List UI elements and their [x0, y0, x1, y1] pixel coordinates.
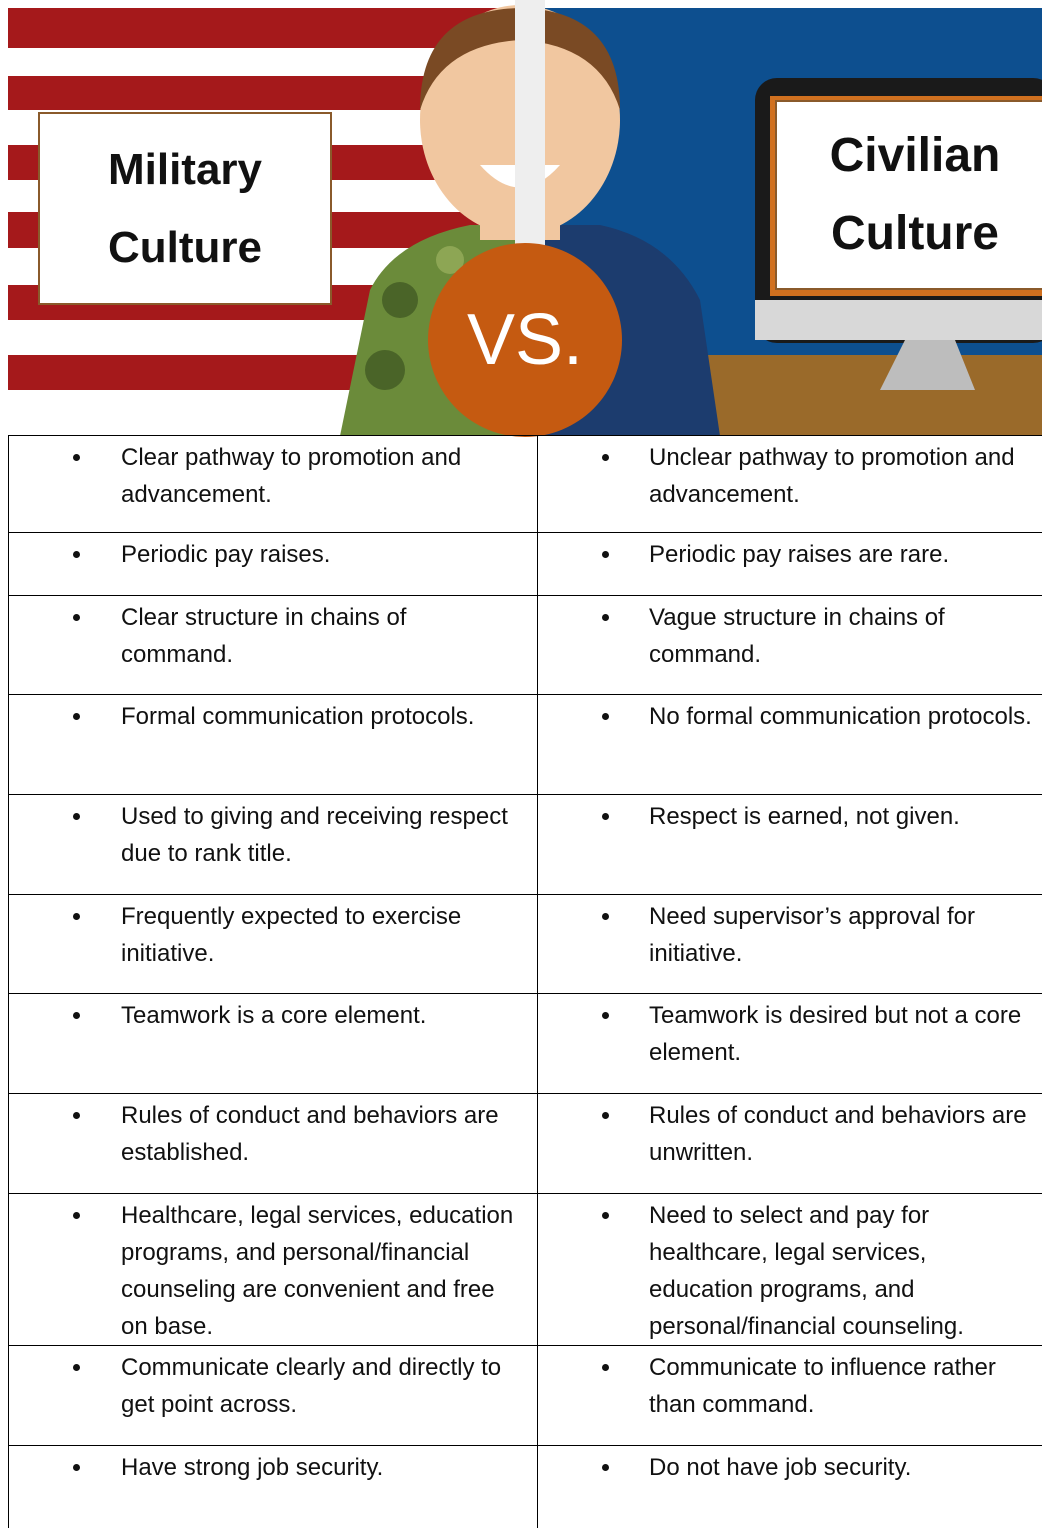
table-row: Have strong job security. Do not have job…: [8, 1445, 1042, 1528]
table-cell: Communicate to influence rather than com…: [537, 1345, 1042, 1446]
table-row: Communicate clearly and directly to get …: [8, 1345, 1042, 1446]
table-cell: Have strong job security.: [8, 1445, 538, 1528]
bullet: [602, 454, 609, 461]
table-cell: Vague structure in chains of command.: [537, 595, 1042, 695]
bullet: [73, 913, 80, 920]
table-cell: Respect is earned, not given.: [537, 794, 1042, 895]
left-title: Military Culture: [38, 112, 332, 305]
versus-badge: VS.: [428, 243, 622, 437]
bullet: [602, 551, 609, 558]
bullet: [602, 813, 609, 820]
bullet: [602, 713, 609, 720]
table-cell: Frequently expected to exercise initiati…: [8, 894, 538, 994]
bullet: [602, 1364, 609, 1371]
table-row: Healthcare, legal services, education pr…: [8, 1193, 1042, 1346]
cell-text: Rules of conduct and behaviors are unwri…: [649, 1102, 1027, 1166]
table-row: Periodic pay raises. Periodic pay raises …: [8, 532, 1042, 596]
cell-text: Healthcare, legal services, education pr…: [121, 1202, 514, 1340]
table-cell: Unclear pathway to promotion and advance…: [537, 435, 1042, 533]
table-cell: Periodic pay raises.: [8, 532, 538, 596]
table-cell: Healthcare, legal services, education pr…: [8, 1193, 538, 1346]
table-cell: Need to select and pay for healthcare, l…: [537, 1193, 1042, 1346]
table-cell: Teamwork is desired but not a core eleme…: [537, 993, 1042, 1094]
table-row: Rules of conduct and behaviors are estab…: [8, 1093, 1042, 1194]
table-cell: Communicate clearly and directly to get …: [8, 1345, 538, 1446]
bullet: [73, 1112, 80, 1119]
cell-text: Periodic pay raises are rare.: [649, 541, 950, 568]
bullet: [73, 1212, 80, 1219]
bullet: [602, 1112, 609, 1119]
cell-text: Formal communication protocols.: [121, 703, 475, 730]
table-cell: Do not have job security.: [537, 1445, 1042, 1528]
bullet: [73, 813, 80, 820]
cell-text: Have strong job security.: [121, 1454, 384, 1481]
table-row: Teamwork is a core element. Teamwork is d…: [8, 993, 1042, 1094]
table-cell: Clear structure in chains of command.: [8, 595, 538, 695]
cell-text: Clear structure in chains of command.: [121, 604, 407, 668]
cell-text: Need to select and pay for healthcare, l…: [649, 1202, 964, 1340]
bullet: [602, 913, 609, 920]
cell-text: Teamwork is a core element.: [121, 1002, 427, 1029]
bullet: [73, 1364, 80, 1371]
cell-text: Periodic pay raises.: [121, 541, 331, 568]
table-cell: Rules of conduct and behaviors are unwri…: [537, 1093, 1042, 1194]
cell-text: Vague structure in chains of command.: [649, 604, 945, 668]
bullet: [73, 614, 80, 621]
table-cell: Clear pathway to promotion and advanceme…: [8, 435, 538, 533]
table-cell: Teamwork is a core element.: [8, 993, 538, 1094]
table-cell: Need supervisor’s approval for initiativ…: [537, 894, 1042, 994]
cell-text: Communicate to influence rather than com…: [649, 1354, 996, 1418]
bullet: [73, 454, 80, 461]
table-cell: Periodic pay raises are rare.: [537, 532, 1042, 596]
cell-text: No formal communication protocols.: [649, 703, 1032, 730]
bullet: [602, 614, 609, 621]
right-title: Civilian Culture: [775, 100, 1042, 290]
bullet: [602, 1464, 609, 1471]
table-cell: Formal communication protocols.: [8, 694, 538, 795]
table-row: Clear structure in chains of command. Vag…: [8, 595, 1042, 695]
table-row: Frequently expected to exercise initiati…: [8, 894, 1042, 994]
cell-text: Used to giving and receiving respect due…: [121, 803, 508, 867]
cell-text: Do not have job security.: [649, 1454, 912, 1481]
bullet: [73, 1012, 80, 1019]
cell-text: Clear pathway to promotion and advanceme…: [121, 444, 462, 508]
table-cell: No formal communication protocols.: [537, 694, 1042, 795]
bullet: [602, 1012, 609, 1019]
bullet: [73, 713, 80, 720]
cell-text: Frequently expected to exercise initiati…: [121, 903, 462, 967]
bullet: [73, 551, 80, 558]
bullet: [602, 1212, 609, 1219]
cell-text: Rules of conduct and behaviors are estab…: [121, 1102, 499, 1166]
cell-text: Teamwork is desired but not a core eleme…: [649, 1002, 1022, 1066]
bullet: [73, 1464, 80, 1471]
cell-text: Communicate clearly and directly to get …: [121, 1354, 502, 1418]
comparison-table: Clear pathway to promotion and advanceme…: [8, 435, 1042, 1528]
cell-text: Unclear pathway to promotion and advance…: [649, 444, 1015, 508]
cell-text: Respect is earned, not given.: [649, 803, 960, 830]
table-cell: Used to giving and receiving respect due…: [8, 794, 538, 895]
table-cell: Rules of conduct and behaviors are estab…: [8, 1093, 538, 1194]
table-row: Used to giving and receiving respect due…: [8, 794, 1042, 895]
table-row: Formal communication protocols. No formal…: [8, 694, 1042, 795]
table-row: Clear pathway to promotion and advanceme…: [8, 435, 1042, 533]
cell-text: Need supervisor’s approval for initiativ…: [649, 903, 975, 967]
